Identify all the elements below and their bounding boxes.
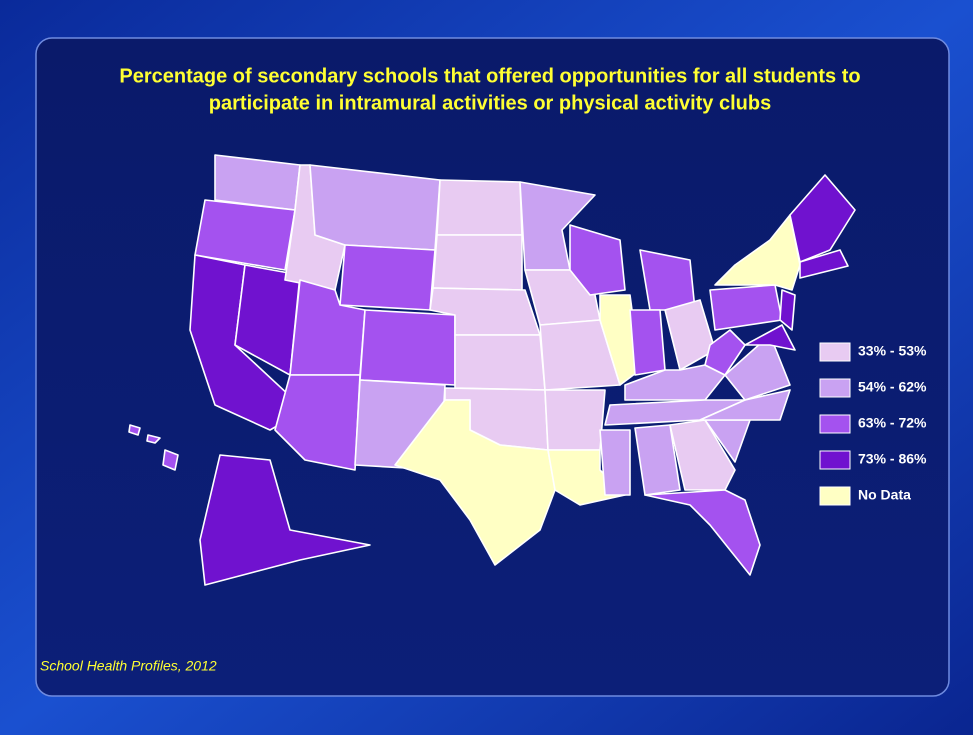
state xyxy=(432,234,523,291)
state xyxy=(436,179,523,236)
state xyxy=(339,244,436,311)
legend: 33% - 53% 54% - 62% 63% - 72% 73% - 86% No D… xyxy=(819,342,927,506)
legend-swatch xyxy=(819,342,851,362)
state xyxy=(519,181,596,271)
state xyxy=(394,399,556,566)
us-map xyxy=(128,154,856,586)
state xyxy=(544,389,606,451)
state xyxy=(704,329,746,376)
state xyxy=(744,324,796,351)
legend-swatch xyxy=(819,450,851,470)
state xyxy=(779,289,796,331)
legend-label: 73% - 86% xyxy=(858,451,927,467)
title: Percentage of secondary schools that off… xyxy=(119,65,860,87)
state xyxy=(629,309,666,376)
source: School Health Profiles, 2012 xyxy=(40,658,217,674)
state xyxy=(724,334,791,401)
state xyxy=(644,489,761,576)
state xyxy=(194,199,296,271)
state xyxy=(359,309,456,386)
state xyxy=(309,164,441,251)
legend-label: 33% - 53% xyxy=(858,343,927,359)
state xyxy=(569,224,626,296)
legend-swatch xyxy=(819,378,851,398)
state xyxy=(199,454,371,586)
legend-label: 54% - 62% xyxy=(858,379,927,395)
state xyxy=(789,174,856,263)
title: participate in intramural activities or … xyxy=(209,92,771,114)
state xyxy=(274,374,361,471)
state xyxy=(669,419,736,491)
state xyxy=(454,334,546,391)
state xyxy=(634,424,681,496)
legend-label: No Data xyxy=(858,487,911,503)
state xyxy=(639,249,696,311)
state xyxy=(162,449,179,471)
legend-label: 63% - 72% xyxy=(858,415,927,431)
legend-swatch xyxy=(819,414,851,434)
state xyxy=(599,429,631,496)
state xyxy=(128,424,141,436)
state xyxy=(799,249,849,279)
state xyxy=(146,434,161,444)
legend-swatch xyxy=(819,486,851,506)
state xyxy=(699,389,791,421)
